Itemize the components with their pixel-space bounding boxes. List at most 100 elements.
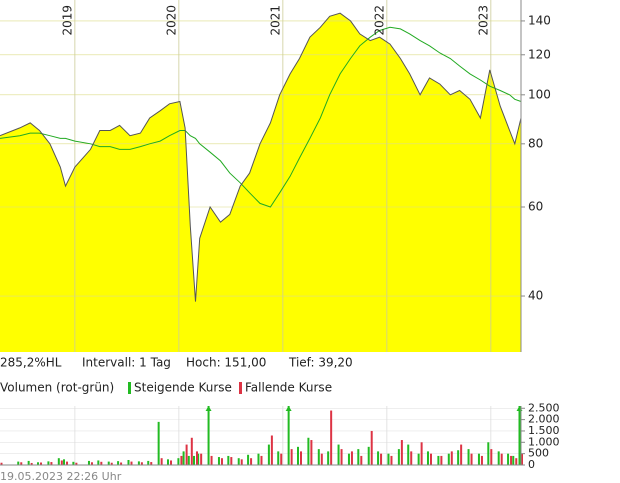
volume-bar xyxy=(130,461,133,465)
volume-bar xyxy=(0,462,3,465)
x-tick-label: 2022 xyxy=(372,5,386,36)
volume-bar xyxy=(426,451,429,465)
volume-bar xyxy=(521,453,523,465)
y-tick-label: 100 xyxy=(528,87,551,101)
volume-bar xyxy=(307,437,310,465)
price-line xyxy=(0,12,522,302)
volume-bar xyxy=(17,461,20,465)
volume-bar xyxy=(160,458,163,465)
volume-bar xyxy=(87,460,90,465)
volume-bar xyxy=(66,461,69,465)
volume-bar xyxy=(147,460,150,465)
y-tick-label: 40 xyxy=(528,289,543,303)
y-tick-label: 1.000 xyxy=(528,435,560,448)
y-tick-label: 60 xyxy=(528,199,543,213)
volume-bar xyxy=(487,442,490,465)
volume-bar xyxy=(63,459,66,465)
volume-bar xyxy=(120,462,123,465)
volume-bar xyxy=(290,449,293,465)
volume-bar xyxy=(180,455,183,465)
volume-title: Volumen (rot-grün) xyxy=(0,381,114,395)
volume-bar xyxy=(296,446,299,465)
volume-bar xyxy=(40,462,43,465)
volume-bar xyxy=(137,461,140,465)
info-text: Tief: 39,20 xyxy=(288,356,353,370)
volume-bar xyxy=(310,440,313,465)
volume-bar xyxy=(20,462,23,465)
volume-bar xyxy=(27,460,30,465)
volume-bar xyxy=(240,459,243,465)
volume-bar xyxy=(277,451,280,465)
volume-bar xyxy=(217,457,220,465)
volume-bar xyxy=(507,453,510,465)
volume-bar xyxy=(347,453,350,465)
legend-label: Fallende Kurse xyxy=(245,381,332,395)
volume-bar xyxy=(75,462,78,465)
volume-bar xyxy=(267,444,270,465)
volume-bar xyxy=(177,458,180,465)
volume-bar xyxy=(380,453,383,465)
volume-bar xyxy=(220,458,223,465)
volume-bar xyxy=(207,406,210,465)
y-tick-label: 140 xyxy=(528,13,551,27)
volume-bar xyxy=(450,451,453,465)
x-tick-label: 2020 xyxy=(164,5,178,36)
y-tick-label: 2.500 xyxy=(528,401,560,414)
volume-bar xyxy=(460,444,463,465)
volume-bar xyxy=(377,451,380,465)
overflow-arrow xyxy=(205,406,212,411)
legend-swatch xyxy=(239,382,242,394)
x-tick-label: 2021 xyxy=(268,5,282,36)
volume-bar xyxy=(190,437,193,465)
volume-bar xyxy=(400,440,403,465)
volume-bar xyxy=(477,453,480,465)
volume-bar xyxy=(299,451,302,465)
overflow-arrow xyxy=(285,406,292,411)
volume-bar xyxy=(97,460,100,465)
volume-bar xyxy=(200,453,203,465)
volume-bar xyxy=(30,462,33,465)
volume-bar xyxy=(330,410,333,465)
x-tick-label: 2019 xyxy=(60,5,74,36)
volume-bar xyxy=(257,453,260,465)
volume-bar xyxy=(350,451,353,465)
volume-bar xyxy=(260,455,263,465)
legend-swatch xyxy=(128,382,131,394)
volume-bar xyxy=(50,462,53,465)
volume-bar xyxy=(167,459,170,465)
volume-bar xyxy=(367,446,370,465)
y-tick-label: 1.500 xyxy=(528,424,560,437)
volume-bar xyxy=(247,454,250,465)
y-tick-label: 80 xyxy=(528,136,543,150)
volume-bar xyxy=(110,462,113,465)
timestamp: 19.05.2023 22:26 Uhr xyxy=(0,470,122,483)
volume-bar xyxy=(417,453,420,465)
volume-bar xyxy=(420,442,423,465)
volume-bar xyxy=(429,453,432,465)
info-text: 285,2%HL xyxy=(0,356,62,370)
volume-bar xyxy=(410,451,413,465)
volume-bar xyxy=(210,455,213,465)
volume-bar xyxy=(187,455,190,465)
y-tick-label: 120 xyxy=(528,47,551,61)
volume-bar xyxy=(518,406,521,465)
volume-bar xyxy=(107,461,110,465)
volume-bar xyxy=(500,453,503,465)
volume-bar xyxy=(237,458,240,465)
volume-bar xyxy=(320,453,323,465)
volume-bar xyxy=(440,455,443,465)
volume-bar xyxy=(457,450,460,465)
legend-label: Steigende Kurse xyxy=(134,381,232,395)
volume-bars xyxy=(0,406,523,465)
volume-bar xyxy=(490,449,493,465)
volume-bar xyxy=(72,461,75,465)
volume-bar xyxy=(60,460,63,465)
volume-bar xyxy=(196,451,199,465)
volume-bar xyxy=(182,451,185,465)
y-tick-label: 2.000 xyxy=(528,413,560,426)
volume-bar xyxy=(37,462,40,465)
volume-bar xyxy=(157,421,160,465)
volume-bar xyxy=(250,458,253,465)
volume-bar xyxy=(390,455,393,465)
